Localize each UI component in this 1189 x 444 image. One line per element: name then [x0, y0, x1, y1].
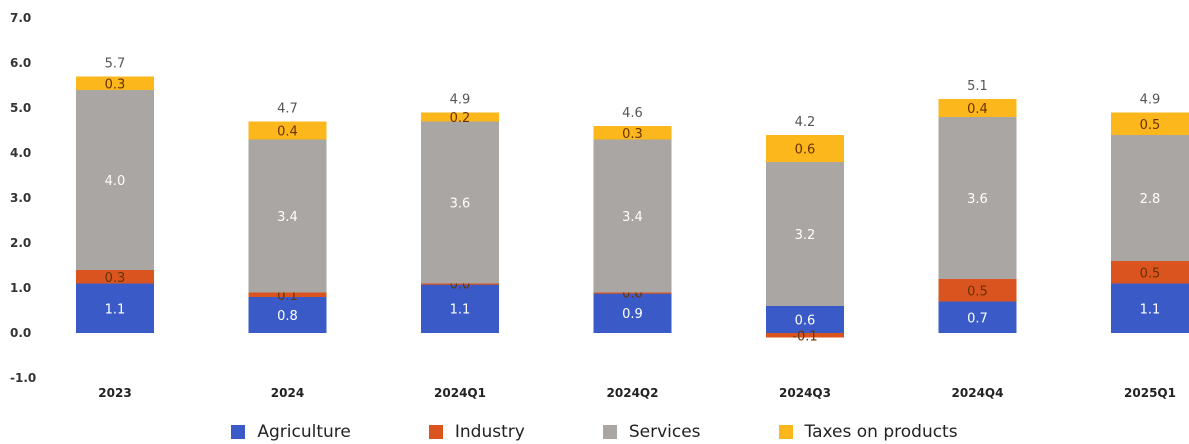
total-label: 4.9	[450, 93, 471, 108]
bar-segment-agriculture	[248, 297, 327, 333]
data-label: 1.1	[105, 302, 126, 317]
legend-swatch-services	[602, 425, 617, 439]
bar-segment-services	[938, 117, 1017, 279]
total-label: 5.1	[967, 79, 988, 94]
bar-segment-industry	[766, 333, 844, 338]
x-tick-label: 2024Q4	[952, 386, 1004, 400]
bar-segment-services	[248, 139, 327, 293]
data-label: 2.8	[1140, 192, 1161, 207]
bar-segment-services	[1111, 135, 1189, 261]
bar-segment-services	[766, 162, 844, 306]
data-label: 0.6	[795, 143, 816, 158]
x-tick-label: 2024Q3	[779, 386, 831, 400]
stacked-bar-chart: 7.0 6.0 5.0 4.0 3.0 2.0 1.0 0.0 -1.0 1.1 0.3 4.0 0.…	[10, 11, 1189, 400]
bar-segment-taxes-on-products	[421, 112, 499, 122]
data-label: -0.1	[792, 329, 817, 344]
data-label: 0.4	[277, 125, 298, 140]
legend-item-services: Services	[602, 420, 701, 444]
legend-item-agriculture: Agriculture	[231, 420, 351, 444]
x-tick-label: 2023	[98, 386, 131, 400]
data-label: 3.6	[450, 197, 471, 212]
bar-segment-industry	[938, 279, 1017, 302]
x-tick-label: 2024	[271, 386, 304, 400]
bar-segment-taxes-on-products	[1111, 112, 1189, 135]
legend-item-industry: Industry	[428, 420, 525, 444]
total-label: 4.9	[1140, 93, 1161, 108]
legend-swatch-agriculture	[231, 425, 246, 439]
data-label: 0.5	[1140, 266, 1161, 281]
bar-segment-taxes-on-products	[593, 126, 672, 140]
data-label: 0.2	[450, 111, 471, 126]
x-tick-label: 2025Q1	[1124, 386, 1176, 400]
bar-segment-taxes-on-products	[766, 135, 844, 162]
bar-segment-services	[76, 90, 154, 270]
bar-segment-agriculture	[76, 283, 154, 333]
x-tick-label: 2024Q2	[607, 386, 659, 400]
y-tick-label: 4.0	[10, 146, 31, 160]
legend-swatch-taxes	[778, 425, 793, 439]
data-label: 1.1	[450, 302, 471, 317]
data-label: 0.8	[277, 309, 298, 324]
data-label: 0.7	[967, 311, 988, 326]
bar-segment-agriculture	[1111, 283, 1189, 333]
data-label: 3.2	[795, 228, 816, 243]
bar-segment-agriculture	[593, 292, 672, 333]
y-tick-label: 3.0	[10, 191, 31, 205]
bar-segment-agriculture	[938, 301, 1017, 333]
legend-item-taxes: Taxes on products	[778, 420, 958, 444]
data-label: 0.3	[622, 127, 643, 142]
y-tick-label: 2.0	[10, 236, 31, 250]
y-tick-label: 0.0	[10, 326, 31, 340]
legend-label-taxes: Taxes on products	[804, 422, 958, 442]
bar-segment-industry	[1111, 261, 1189, 284]
legend-swatch-industry	[428, 425, 443, 439]
data-label: 3.4	[622, 210, 643, 225]
x-axis: 2023 2024 2024Q1 2024Q2 2024Q3 2024Q4 2025Q1	[98, 386, 1176, 400]
total-label: 4.7	[277, 102, 298, 117]
y-axis: 7.0 6.0 5.0 4.0 3.0 2.0 1.0 0.0 -1.0	[10, 11, 36, 385]
bar-segment-industry	[248, 292, 327, 297]
bar-segment-services	[593, 139, 672, 293]
data-label: 3.6	[967, 192, 988, 207]
data-label: 0.5	[967, 284, 988, 299]
data-label: 0.3	[105, 77, 126, 92]
total-label: 4.2	[795, 115, 816, 130]
data-label: 0.3	[105, 271, 126, 286]
bars: 1.10.34.00.35.70.80.13.40.44.71.10.03.60…	[76, 57, 1189, 344]
data-label: 1.1	[1140, 302, 1161, 317]
y-tick-label: 1.0	[10, 281, 31, 295]
data-label: 0.6	[795, 314, 816, 329]
data-label: 0.5	[1140, 118, 1161, 133]
bar-segment-taxes-on-products	[938, 99, 1017, 117]
data-label: 0.9	[622, 307, 643, 322]
bar-segment-taxes-on-products	[76, 76, 154, 90]
data-label: 4.0	[105, 174, 126, 189]
bar-segment-taxes-on-products	[248, 121, 327, 140]
x-tick-label: 2024Q1	[434, 386, 486, 400]
bar-segment-industry	[76, 270, 154, 284]
bar-segment-agriculture	[766, 306, 844, 333]
legend-label-agriculture: Agriculture	[257, 422, 351, 442]
total-label: 4.6	[622, 106, 643, 121]
data-label: 0.4	[967, 102, 988, 117]
y-tick-label: -1.0	[10, 371, 36, 385]
legend-label-services: Services	[628, 422, 701, 442]
y-tick-label: 7.0	[10, 11, 31, 25]
legend: Agriculture Industry Services Taxes on p…	[0, 420, 1189, 444]
bar-segment-services	[421, 121, 499, 284]
y-tick-label: 5.0	[10, 101, 31, 115]
bar-segment-agriculture	[421, 283, 499, 333]
y-tick-label: 6.0	[10, 56, 31, 70]
legend-label-industry: Industry	[454, 422, 525, 442]
total-label: 5.7	[105, 57, 126, 72]
data-label: 3.4	[277, 210, 298, 225]
